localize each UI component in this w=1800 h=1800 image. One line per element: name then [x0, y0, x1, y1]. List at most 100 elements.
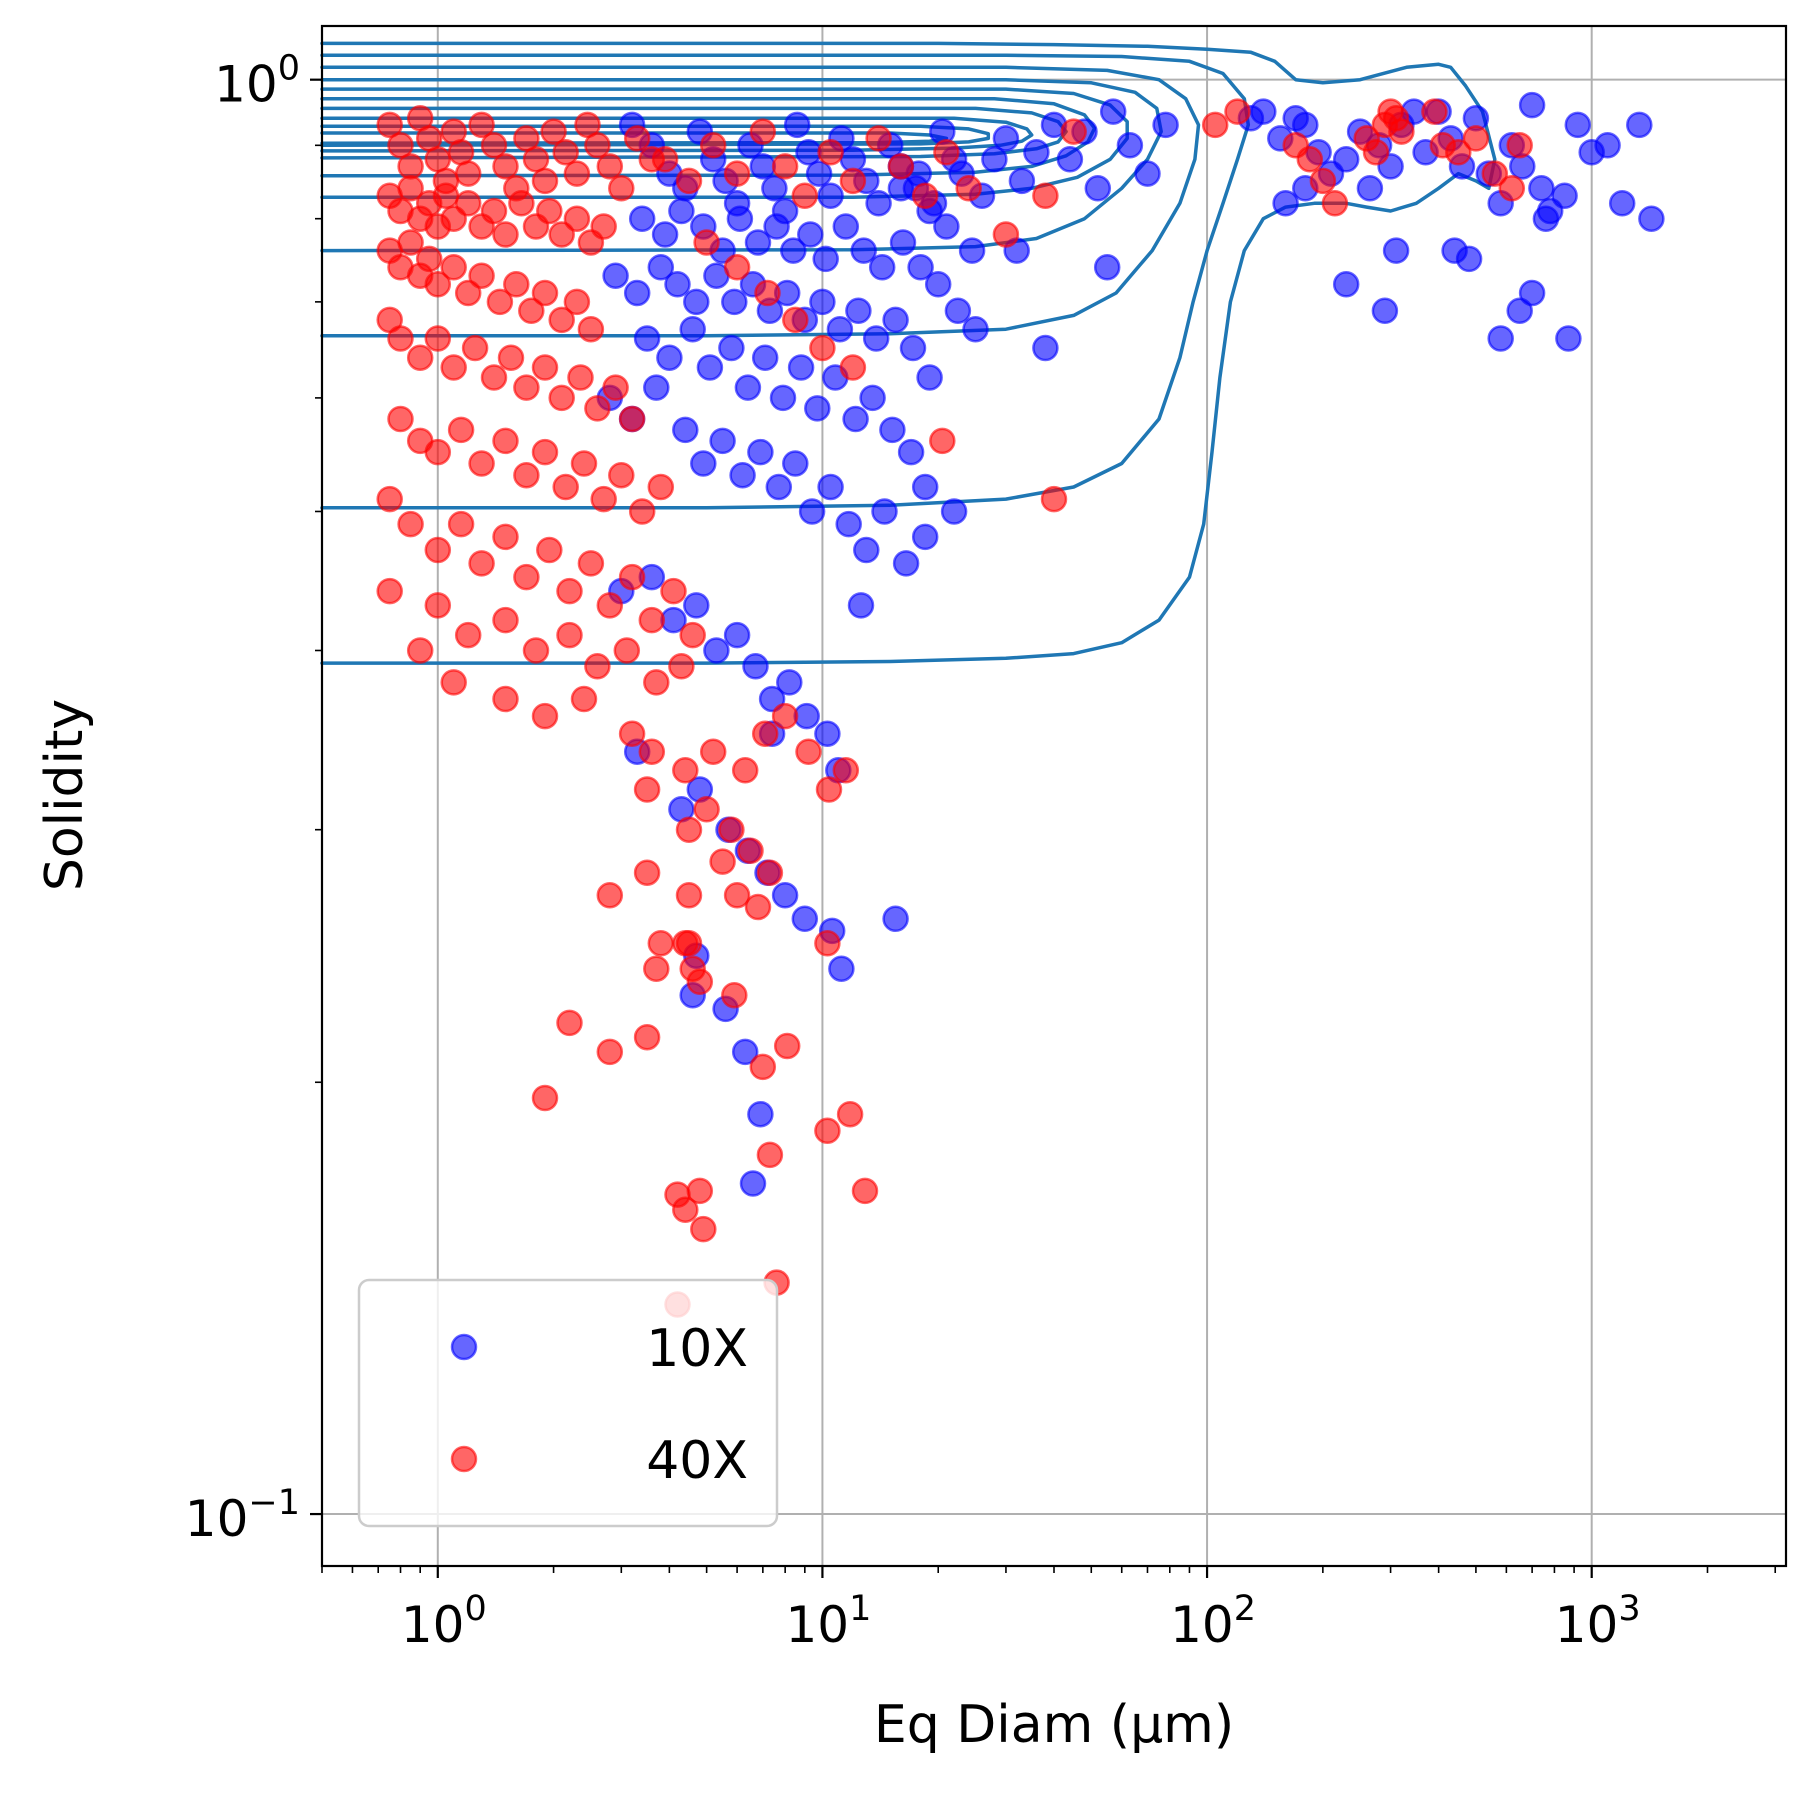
point-10x [647, 254, 675, 281]
point-40x [887, 153, 915, 180]
point-10x [1116, 132, 1144, 159]
point-40x [633, 776, 661, 803]
point-40x [454, 160, 482, 187]
point-40x [486, 288, 514, 316]
point-10x [871, 498, 898, 525]
point-40x [851, 1177, 879, 1205]
point-10x [742, 653, 769, 680]
point-10x [1518, 91, 1546, 119]
point-40x [492, 427, 519, 455]
point-10x [751, 344, 779, 371]
point-40x [584, 132, 611, 159]
point-10x [865, 190, 892, 217]
point-40x [613, 637, 641, 664]
point-40x [1388, 118, 1415, 145]
point-40x [397, 153, 424, 180]
point-10x [664, 271, 691, 298]
point-40x [756, 1141, 784, 1169]
point-10x [940, 498, 968, 525]
point-40x [817, 139, 844, 166]
point-40x [782, 306, 809, 334]
point-40x [596, 592, 624, 619]
point-10x [1152, 111, 1179, 139]
point-40x [1462, 125, 1490, 152]
point-10x [765, 473, 793, 501]
point-40x [1481, 160, 1509, 187]
point-10x [780, 237, 807, 264]
point-10x [683, 288, 710, 316]
point-10x [696, 354, 724, 381]
point-40x [536, 197, 563, 225]
point-40x [723, 160, 751, 187]
point-10x [791, 905, 819, 933]
point-40x [638, 606, 666, 634]
legend-label-40x: 40X [646, 1431, 748, 1491]
point-40x [675, 882, 703, 909]
point-40x [387, 132, 414, 159]
point-40x [814, 930, 841, 957]
contour-line [320, 124, 991, 148]
point-40x [608, 461, 635, 489]
point-40x [643, 669, 670, 696]
point-40x [865, 125, 892, 152]
point-40x [668, 653, 695, 680]
point-10x [739, 1170, 767, 1197]
point-10x [828, 955, 855, 982]
point-40x [492, 153, 519, 180]
point-10x [1332, 271, 1360, 298]
point-10x [1099, 98, 1127, 125]
point-40x [480, 364, 508, 391]
point-40x [468, 262, 495, 289]
point-10x [769, 384, 797, 412]
point-10x [734, 374, 762, 401]
point-10x [1371, 297, 1399, 325]
point-10x [1594, 132, 1621, 159]
point-10x [721, 288, 748, 316]
point-10x [859, 384, 886, 412]
point-40x [955, 175, 982, 202]
point-40x [552, 473, 579, 501]
point-10x [1518, 279, 1546, 307]
point-10x [1356, 175, 1384, 202]
point-10x [845, 297, 872, 325]
point-40x [440, 354, 467, 381]
point-10x [847, 592, 875, 619]
point-10x [747, 438, 774, 466]
point-40x [773, 1032, 801, 1060]
point-40x [1224, 98, 1251, 125]
point-40x [387, 325, 414, 352]
point-10x [776, 669, 803, 696]
point-40x [1498, 175, 1526, 202]
contour-line [320, 41, 1497, 665]
point-40x [563, 288, 591, 316]
point-10x [817, 182, 844, 210]
point-40x [809, 334, 836, 362]
point-40x [675, 167, 703, 195]
point-10x [850, 237, 877, 264]
point-40x [929, 427, 956, 455]
point-40x [675, 930, 703, 957]
point-40x [376, 577, 403, 605]
point-40x [556, 577, 583, 605]
point-40x [633, 859, 661, 886]
point-10x [1551, 182, 1578, 210]
point-40x [531, 354, 559, 381]
point-10x [1506, 297, 1533, 325]
point-40x [531, 167, 559, 195]
point-10x [656, 344, 683, 371]
point-40x [686, 968, 714, 996]
point-40x [492, 685, 519, 713]
point-40x [397, 510, 424, 538]
point-40x [718, 816, 745, 843]
point-10x [958, 237, 986, 264]
point-10x [744, 229, 772, 256]
point-40x [508, 190, 535, 217]
point-40x [577, 315, 605, 343]
point-10x [879, 416, 906, 444]
point-10x [862, 325, 890, 352]
point-40x [556, 621, 583, 649]
point-40x [633, 1023, 661, 1051]
point-40x [518, 297, 545, 325]
point-10x [805, 160, 833, 187]
point-10x [809, 288, 836, 316]
